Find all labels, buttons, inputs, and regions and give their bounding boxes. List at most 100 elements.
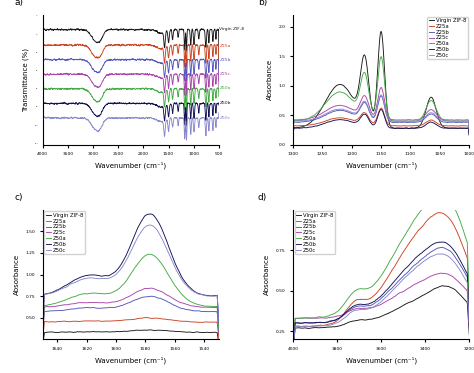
X-axis label: Wavenumber (cm⁻¹): Wavenumber (cm⁻¹) — [95, 162, 166, 169]
Virgin ZIF-8 — [378, 29, 384, 34]
Z50a — [402, 232, 408, 237]
Z50b — [439, 240, 445, 244]
Z50b — [321, 121, 327, 126]
Z50c — [321, 112, 327, 117]
Line: Z25b: Z25b — [43, 296, 219, 333]
Y-axis label: Absorbance: Absorbance — [267, 59, 273, 100]
Z25c — [148, 286, 154, 290]
Z25b — [40, 330, 46, 335]
Z50c — [424, 257, 429, 262]
Virgin ZIF-8 — [290, 348, 296, 352]
Z25a — [394, 123, 400, 128]
Z50a — [397, 241, 403, 245]
Line: Z50c: Z50c — [43, 225, 219, 324]
Z25a — [424, 219, 429, 223]
Z25a — [408, 123, 414, 128]
Z25a — [442, 212, 448, 217]
Z25a — [397, 255, 403, 260]
Z50a — [466, 300, 472, 304]
Line: Virgin ZIF-8: Virgin ZIF-8 — [293, 286, 469, 350]
Z25c — [408, 117, 414, 122]
Z25b — [145, 294, 150, 299]
Line: Z50a: Z50a — [293, 193, 469, 345]
Z25b — [439, 245, 445, 250]
Text: Z25b: Z25b — [219, 58, 231, 62]
Z50a — [40, 319, 46, 324]
Z25b — [216, 330, 222, 335]
Line: Virgin ZIF-8: Virgin ZIF-8 — [43, 330, 219, 345]
Virgin ZIF-8 — [216, 342, 222, 347]
Text: c): c) — [14, 193, 23, 202]
Z25c — [40, 328, 46, 333]
X-axis label: Wavenumber (cm⁻¹): Wavenumber (cm⁻¹) — [95, 357, 166, 364]
Z50a — [290, 129, 296, 134]
Z25b — [200, 310, 206, 314]
Z50b — [216, 321, 222, 326]
Virgin ZIF-8 — [40, 343, 46, 347]
Y-axis label: Absorbance: Absorbance — [264, 254, 270, 295]
Virgin ZIF-8 — [408, 126, 414, 131]
Line: Virgin ZIF-8: Virgin ZIF-8 — [293, 31, 469, 135]
Z25c — [336, 103, 341, 108]
Z50b — [402, 266, 408, 271]
Z25a — [466, 132, 472, 136]
Z50b — [290, 345, 296, 350]
Virgin ZIF-8 — [40, 339, 46, 343]
Z50b — [378, 107, 384, 112]
Line: Z25c: Z25c — [293, 88, 469, 131]
Z50c — [146, 223, 152, 227]
Z25a — [146, 316, 151, 320]
Z50a — [290, 343, 296, 347]
Z25c — [189, 304, 195, 308]
Virgin ZIF-8 — [321, 102, 327, 106]
Z25c — [321, 110, 327, 114]
Z50c — [402, 275, 408, 279]
Z25b — [321, 113, 327, 118]
Z25a — [402, 247, 408, 251]
X-axis label: Wavenumber (cm⁻¹): Wavenumber (cm⁻¹) — [346, 162, 417, 169]
Z50a — [370, 107, 375, 112]
Z25b — [394, 120, 400, 125]
Z50b — [290, 133, 296, 138]
Z50a — [301, 316, 307, 320]
Line: Z25c: Z25c — [43, 288, 219, 330]
Line: Z50b: Z50b — [293, 109, 469, 135]
Virgin ZIF-8 — [394, 126, 400, 130]
Z25b — [148, 294, 154, 298]
Text: d): d) — [258, 193, 267, 202]
Z25a — [301, 324, 307, 328]
Z25a — [148, 316, 154, 321]
Z50b — [370, 123, 375, 127]
Text: Virgin ZIF-8: Virgin ZIF-8 — [219, 28, 245, 31]
Z50b — [392, 278, 398, 282]
Z50b — [148, 212, 154, 216]
Z50c — [370, 114, 375, 119]
Z50c — [336, 107, 341, 112]
Line: Z25a: Z25a — [293, 108, 469, 134]
Z25a — [290, 132, 296, 136]
Z50c — [148, 223, 154, 228]
Z25c — [40, 320, 46, 325]
Z25c — [466, 128, 472, 133]
Y-axis label: Absorbance: Absorbance — [14, 254, 20, 295]
Z50a — [145, 252, 150, 257]
Z50b — [189, 287, 195, 292]
Z25b — [290, 345, 296, 350]
Z50c — [290, 347, 296, 351]
Z25b — [402, 272, 408, 277]
Z25b — [423, 115, 429, 119]
Z50b — [144, 213, 150, 217]
Z50a — [148, 252, 154, 257]
Virgin ZIF-8 — [466, 332, 472, 337]
Virgin ZIF-8 — [402, 302, 408, 307]
Virgin ZIF-8 — [189, 330, 195, 335]
Z25b — [397, 278, 403, 282]
Z50c — [378, 93, 384, 97]
Z50b — [466, 133, 472, 137]
Z25c — [200, 305, 206, 309]
Virgin ZIF-8 — [145, 328, 150, 332]
X-axis label: Wavenumber (cm⁻¹): Wavenumber (cm⁻¹) — [346, 357, 417, 364]
Z50c — [392, 285, 398, 290]
Virgin ZIF-8 — [440, 283, 446, 288]
Z25a — [200, 320, 206, 325]
